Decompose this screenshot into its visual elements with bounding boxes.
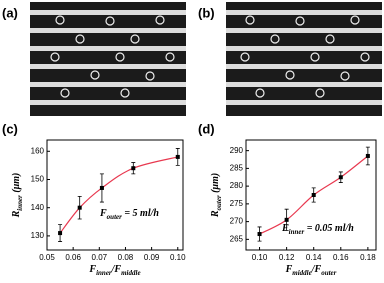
x-tick-label: 0.06 (65, 253, 81, 262)
x-tick-label: 0.12 (279, 253, 295, 262)
photo-b (226, 2, 382, 116)
text-part: middle (292, 269, 311, 277)
x-axis-label: Fmiddle/Fouter (285, 264, 337, 276)
data-point (99, 185, 104, 190)
plot-frame (46, 139, 184, 251)
data-point (311, 193, 316, 197)
panel-label: (d) (198, 121, 215, 136)
data-point (175, 154, 180, 159)
text-part: F (281, 223, 289, 234)
data-point (58, 231, 63, 236)
text-part: R (11, 210, 22, 218)
text-part: outer (321, 269, 336, 277)
y-axis-label: Router (μm) (210, 173, 222, 218)
y-axis-label: Rinner (μm) (11, 173, 23, 219)
data-point (77, 205, 82, 210)
y-tick-label: 130 (31, 231, 45, 240)
panel-label: (a) (2, 5, 18, 20)
text-part: R (210, 210, 221, 218)
annotation: Finner = 0.05 ml/h (281, 223, 354, 235)
x-tick-label: 0.09 (144, 253, 160, 262)
plot-frame (245, 139, 377, 251)
annotation: Fouter = 5 ml/h (99, 208, 159, 220)
y-tick-label: 285 (230, 163, 244, 172)
text-part: (μm) (11, 173, 22, 196)
x-tick-label: 0.18 (360, 253, 376, 262)
y-tick-label: 265 (230, 234, 244, 243)
text-part: inner (289, 228, 305, 236)
data-point (257, 232, 262, 237)
x-tick-label: 0.14 (306, 253, 322, 262)
panel-label: (c) (2, 121, 18, 136)
data-point (284, 217, 289, 222)
x-tick-label: 0.05 (39, 253, 55, 262)
text-part: middle (121, 269, 140, 277)
panel-label: (b) (198, 5, 215, 20)
fit-line (59, 156, 178, 234)
text-part: inner (16, 195, 24, 211)
x-tick-label: 0.10 (252, 253, 268, 262)
text-part: F (99, 208, 107, 219)
y-tick-label: 275 (230, 199, 244, 208)
data-point (365, 153, 370, 158)
text-part: /F (311, 264, 322, 275)
y-tick-label: 290 (230, 146, 244, 155)
data-point (131, 166, 136, 171)
x-tick-label: 0.16 (333, 253, 349, 262)
x-tick-label: 0.08 (118, 253, 134, 262)
photo-a (30, 2, 186, 116)
y-tick-label: 160 (31, 146, 45, 155)
x-tick-label: 0.07 (92, 253, 108, 262)
y-tick-label: 270 (230, 217, 244, 226)
text-part: = 0.05 ml/h (304, 223, 354, 234)
data-point (338, 175, 343, 180)
y-tick-label: 280 (230, 181, 244, 190)
text-part: inner (96, 269, 112, 277)
text-part: F (285, 264, 293, 275)
text-part: F (88, 264, 96, 275)
text-part: /F (111, 264, 122, 275)
y-tick-label: 150 (31, 175, 45, 184)
text-part: = 5 ml/h (122, 208, 160, 219)
text-part: outer (107, 213, 122, 221)
text-part: outer (215, 195, 223, 210)
y-tick-label: 140 (31, 203, 45, 212)
text-part: (μm) (210, 173, 221, 196)
x-axis-label: Finner/Fmiddle (88, 264, 140, 276)
x-tick-label: 0.10 (170, 253, 186, 262)
